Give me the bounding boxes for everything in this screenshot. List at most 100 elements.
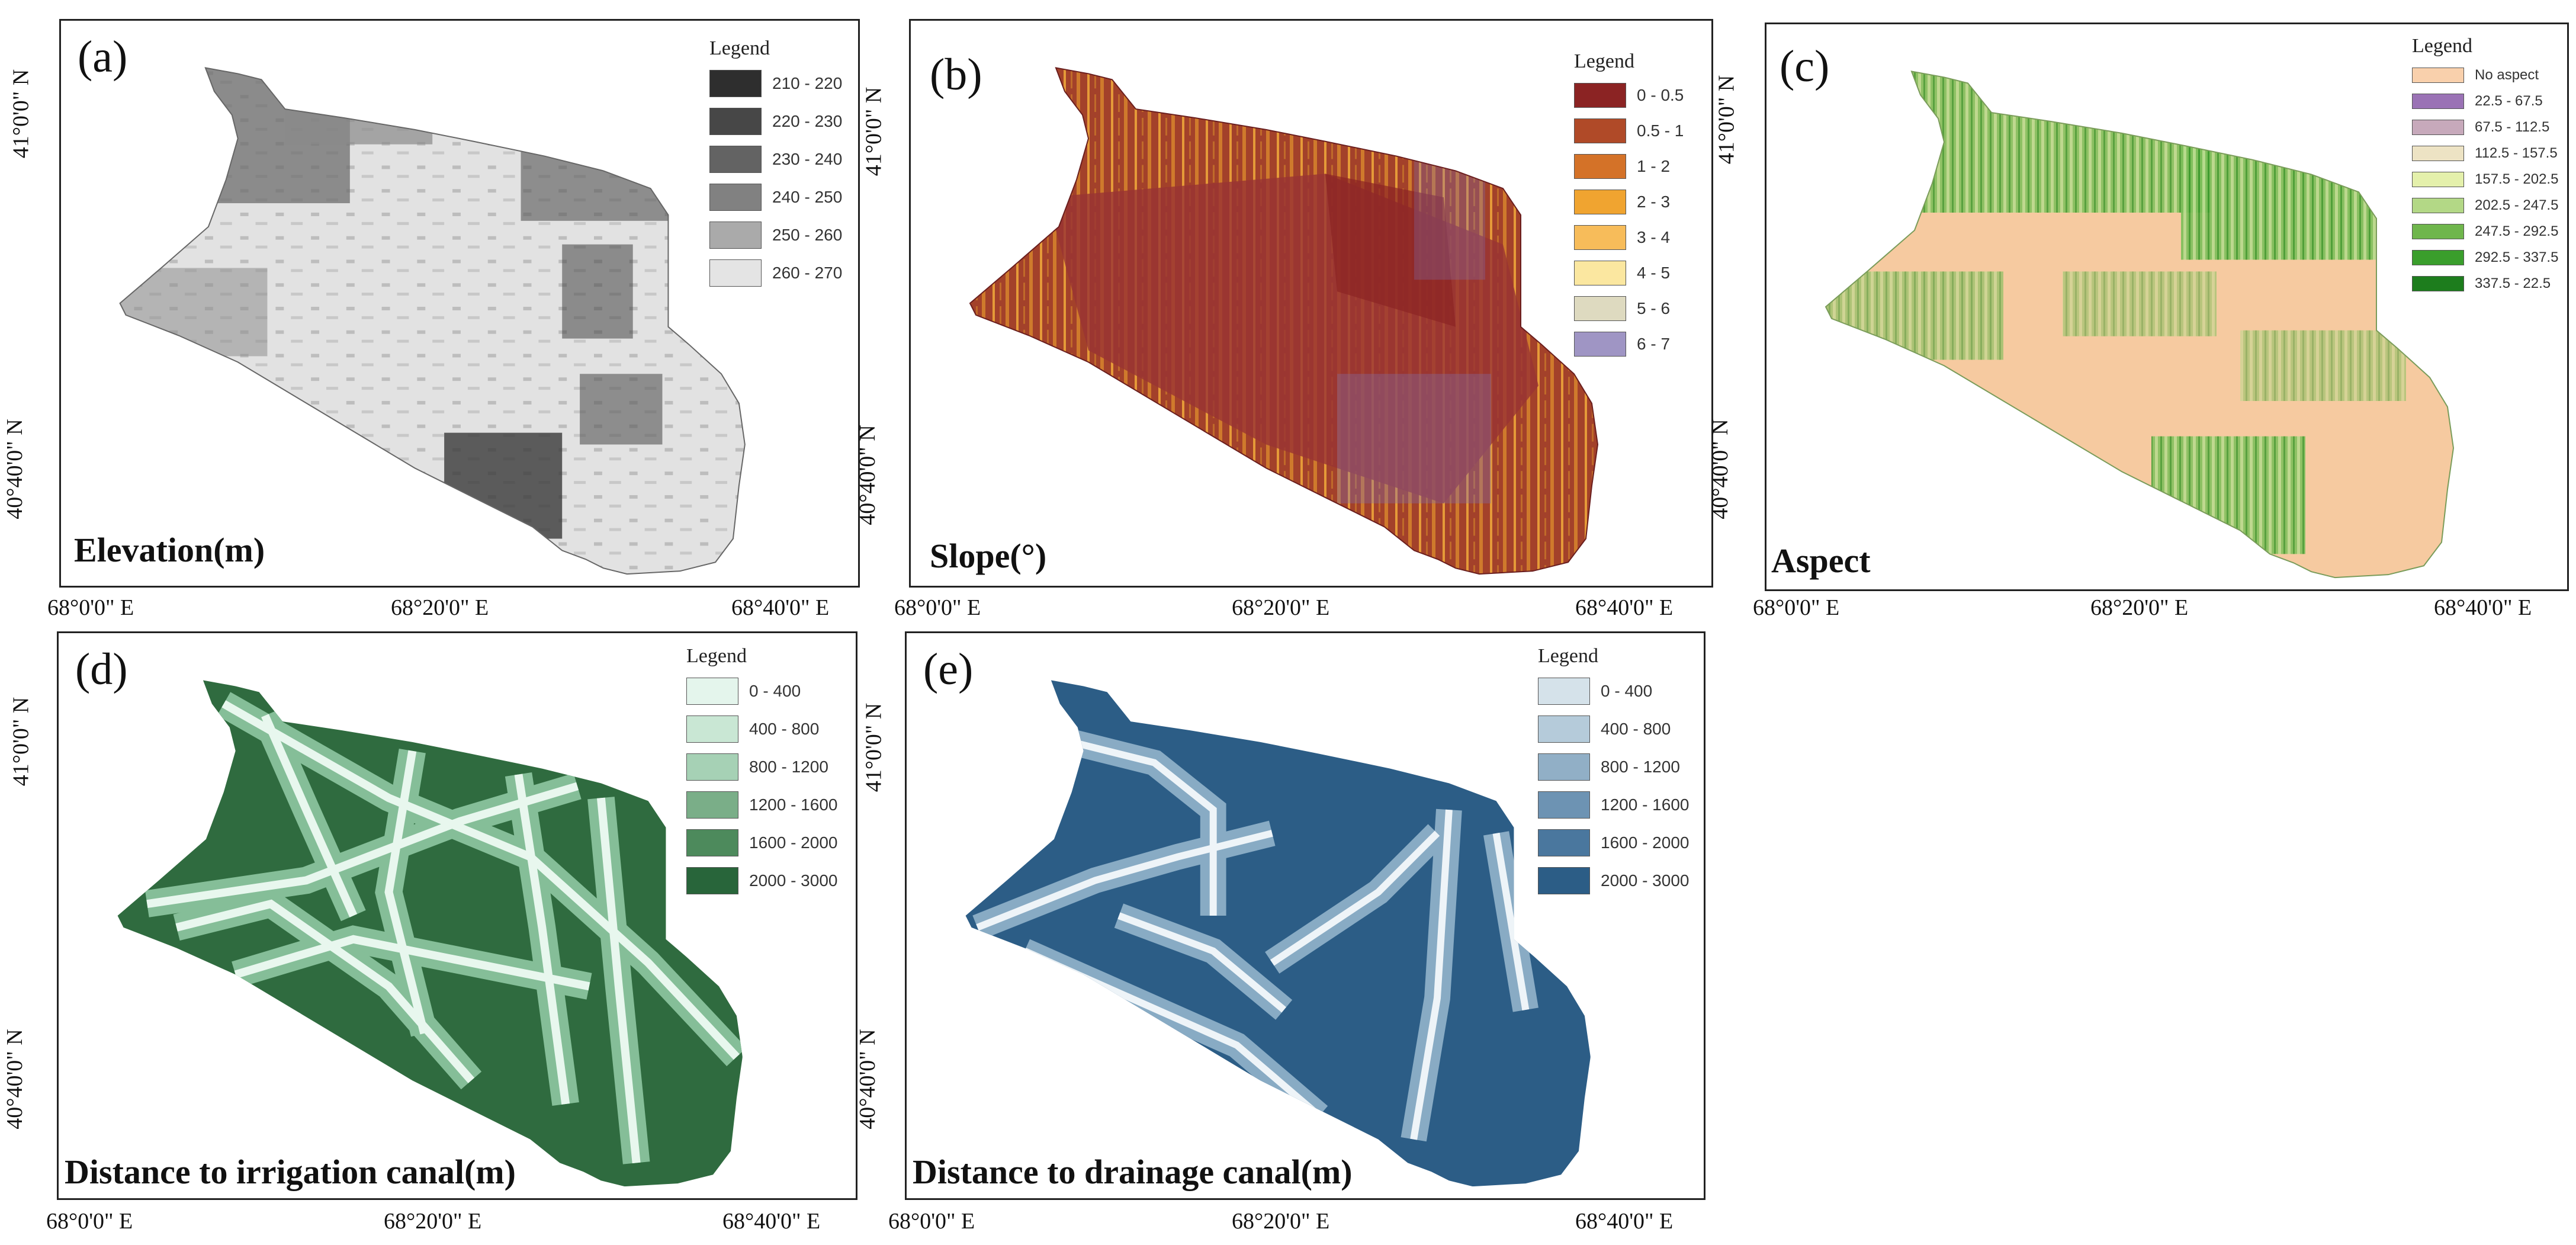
y-tick: 41°0'0" N [861,86,886,177]
elevation-map [119,67,746,575]
legend-swatch [709,70,762,97]
legend-title: Legend [709,37,770,59]
legend-title: Legend [2412,35,2472,57]
legend-item: 1600 - 2000 [686,824,837,862]
legend-swatch [1538,829,1590,856]
legend-label: 400 - 800 [749,720,820,738]
legend-label: 250 - 260 [772,226,843,244]
legend-swatch [1574,154,1626,179]
legend-label: 67.5 - 112.5 [2475,119,2550,135]
legend-e: Legend 0 - 400 400 - 800 800 - 1200 1200 - … [1538,645,1689,900]
legend-item: 0.5 - 1 [1574,113,1684,149]
legend-item: 1200 - 1600 [686,786,837,824]
legend-label: 1200 - 1600 [749,795,838,814]
x-tick: 68°20'0" E [384,1209,482,1234]
legend-item: 247.5 - 292.5 [2412,219,2558,245]
legend-swatch [1574,83,1626,108]
legend-item: 1 - 2 [1574,149,1684,184]
x-tick: 68°40'0" E [1575,595,1674,620]
panel-title: Distance to drainage canal(m) [913,1153,1353,1191]
panel-title: Distance to irrigation canal(m) [65,1153,516,1191]
y-tick: 40°40'0" N [1707,419,1733,519]
legend-item: 210 - 220 [709,65,842,102]
legend-swatch [2412,146,2464,161]
legend-title: Legend [686,645,747,667]
legend-label: 800 - 1200 [749,758,828,776]
panel-a: (a) Elevation(m) Legend 210 - 220 220 - 2… [59,19,860,588]
legend-swatch [2412,250,2464,265]
irrigation-distance-map [117,680,743,1187]
legend-item: 22.5 - 67.5 [2412,88,2558,114]
legend-label: 1 - 2 [1637,157,1671,175]
legend-swatch [709,222,762,249]
legend-swatch [2412,224,2464,239]
legend-a: Legend 210 - 220 220 - 230 230 - 240 240 - … [709,37,842,292]
legend-label: 0.5 - 1 [1637,121,1684,140]
y-tick: 41°0'0" N [8,697,34,787]
legend-label: 2 - 3 [1637,192,1671,211]
legend-item: 400 - 800 [686,710,837,748]
legend-swatch [1574,190,1626,214]
legend-b: Legend 0 - 0.5 0.5 - 1 1 - 2 2 - 3 3 - 4 4 - … [1574,50,1684,362]
legend-label: 220 - 230 [772,112,843,130]
panel-label: (a) [78,32,128,82]
legend-swatch [1574,225,1626,250]
x-tick: 68°0'0" E [1753,595,1840,620]
legend-label: 247.5 - 292.5 [2475,223,2559,239]
panel-label: (d) [75,644,128,694]
y-tick: 40°40'0" N [2,1029,27,1130]
x-tick: 68°20'0" E [2090,595,2189,620]
legend-swatch [709,259,762,287]
legend-swatch [1538,753,1590,781]
legend-label: 337.5 - 22.5 [2475,275,2551,291]
legend-swatch [2412,276,2464,291]
legend-item: 0 - 400 [1538,672,1689,710]
legend-swatch [686,791,738,819]
legend-item: 6 - 7 [1574,326,1684,362]
legend-item: 240 - 250 [709,178,842,216]
legend-swatch [686,867,738,894]
legend-swatch [2412,172,2464,187]
legend-title: Legend [1538,645,1598,667]
legend-item: 230 - 240 [709,140,842,178]
legend-item: 0 - 0.5 [1574,78,1684,113]
panel-c: (c) Aspect Legend No aspect 22.5 - 67.5 67… [1765,23,2569,591]
legend-item: 337.5 - 22.5 [2412,271,2558,297]
legend-swatch [1538,678,1590,705]
legend-item: 202.5 - 247.5 [2412,192,2558,219]
legend-label: 0 - 0.5 [1637,86,1684,104]
legend-label: 800 - 1200 [1601,758,1680,776]
legend-item: 2 - 3 [1574,184,1684,220]
legend-swatch [1574,118,1626,143]
legend-swatch [1574,332,1626,357]
legend-item: 157.5 - 202.5 [2412,166,2558,192]
legend-label: 202.5 - 247.5 [2475,197,2559,213]
legend-item: 250 - 260 [709,216,842,254]
legend-label: 230 - 240 [772,150,843,168]
legend-swatch [1574,261,1626,285]
y-tick: 41°0'0" N [1714,75,1739,165]
legend-swatch [686,829,738,856]
legend-item: 260 - 270 [709,254,842,292]
legend-label: 210 - 220 [772,74,843,92]
x-tick: 68°20'0" E [1232,1209,1330,1234]
legend-item: 112.5 - 157.5 [2412,140,2558,166]
legend-item: 800 - 1200 [686,748,837,786]
legend-swatch [686,678,738,705]
legend-swatch [709,184,762,211]
panel-label: (b) [930,50,982,100]
legend-item: 220 - 230 [709,102,842,140]
legend-label: 0 - 400 [1601,682,1653,700]
legend-label: 1600 - 2000 [1601,833,1690,852]
legend-label: 22.5 - 67.5 [2475,93,2543,109]
legend-label: 2000 - 3000 [1601,871,1690,890]
legend-label: 112.5 - 157.5 [2475,145,2558,161]
legend-swatch [2412,68,2464,83]
legend-swatch [709,108,762,135]
panel-title: Elevation(m) [74,531,265,569]
legend-label: No aspect [2475,67,2539,83]
panel-d: (d) Distance to irrigation canal(m) Lege… [57,631,857,1200]
legend-label: 4 - 5 [1637,264,1671,282]
legend-item: 400 - 800 [1538,710,1689,748]
x-tick: 68°0'0" E [894,595,981,620]
